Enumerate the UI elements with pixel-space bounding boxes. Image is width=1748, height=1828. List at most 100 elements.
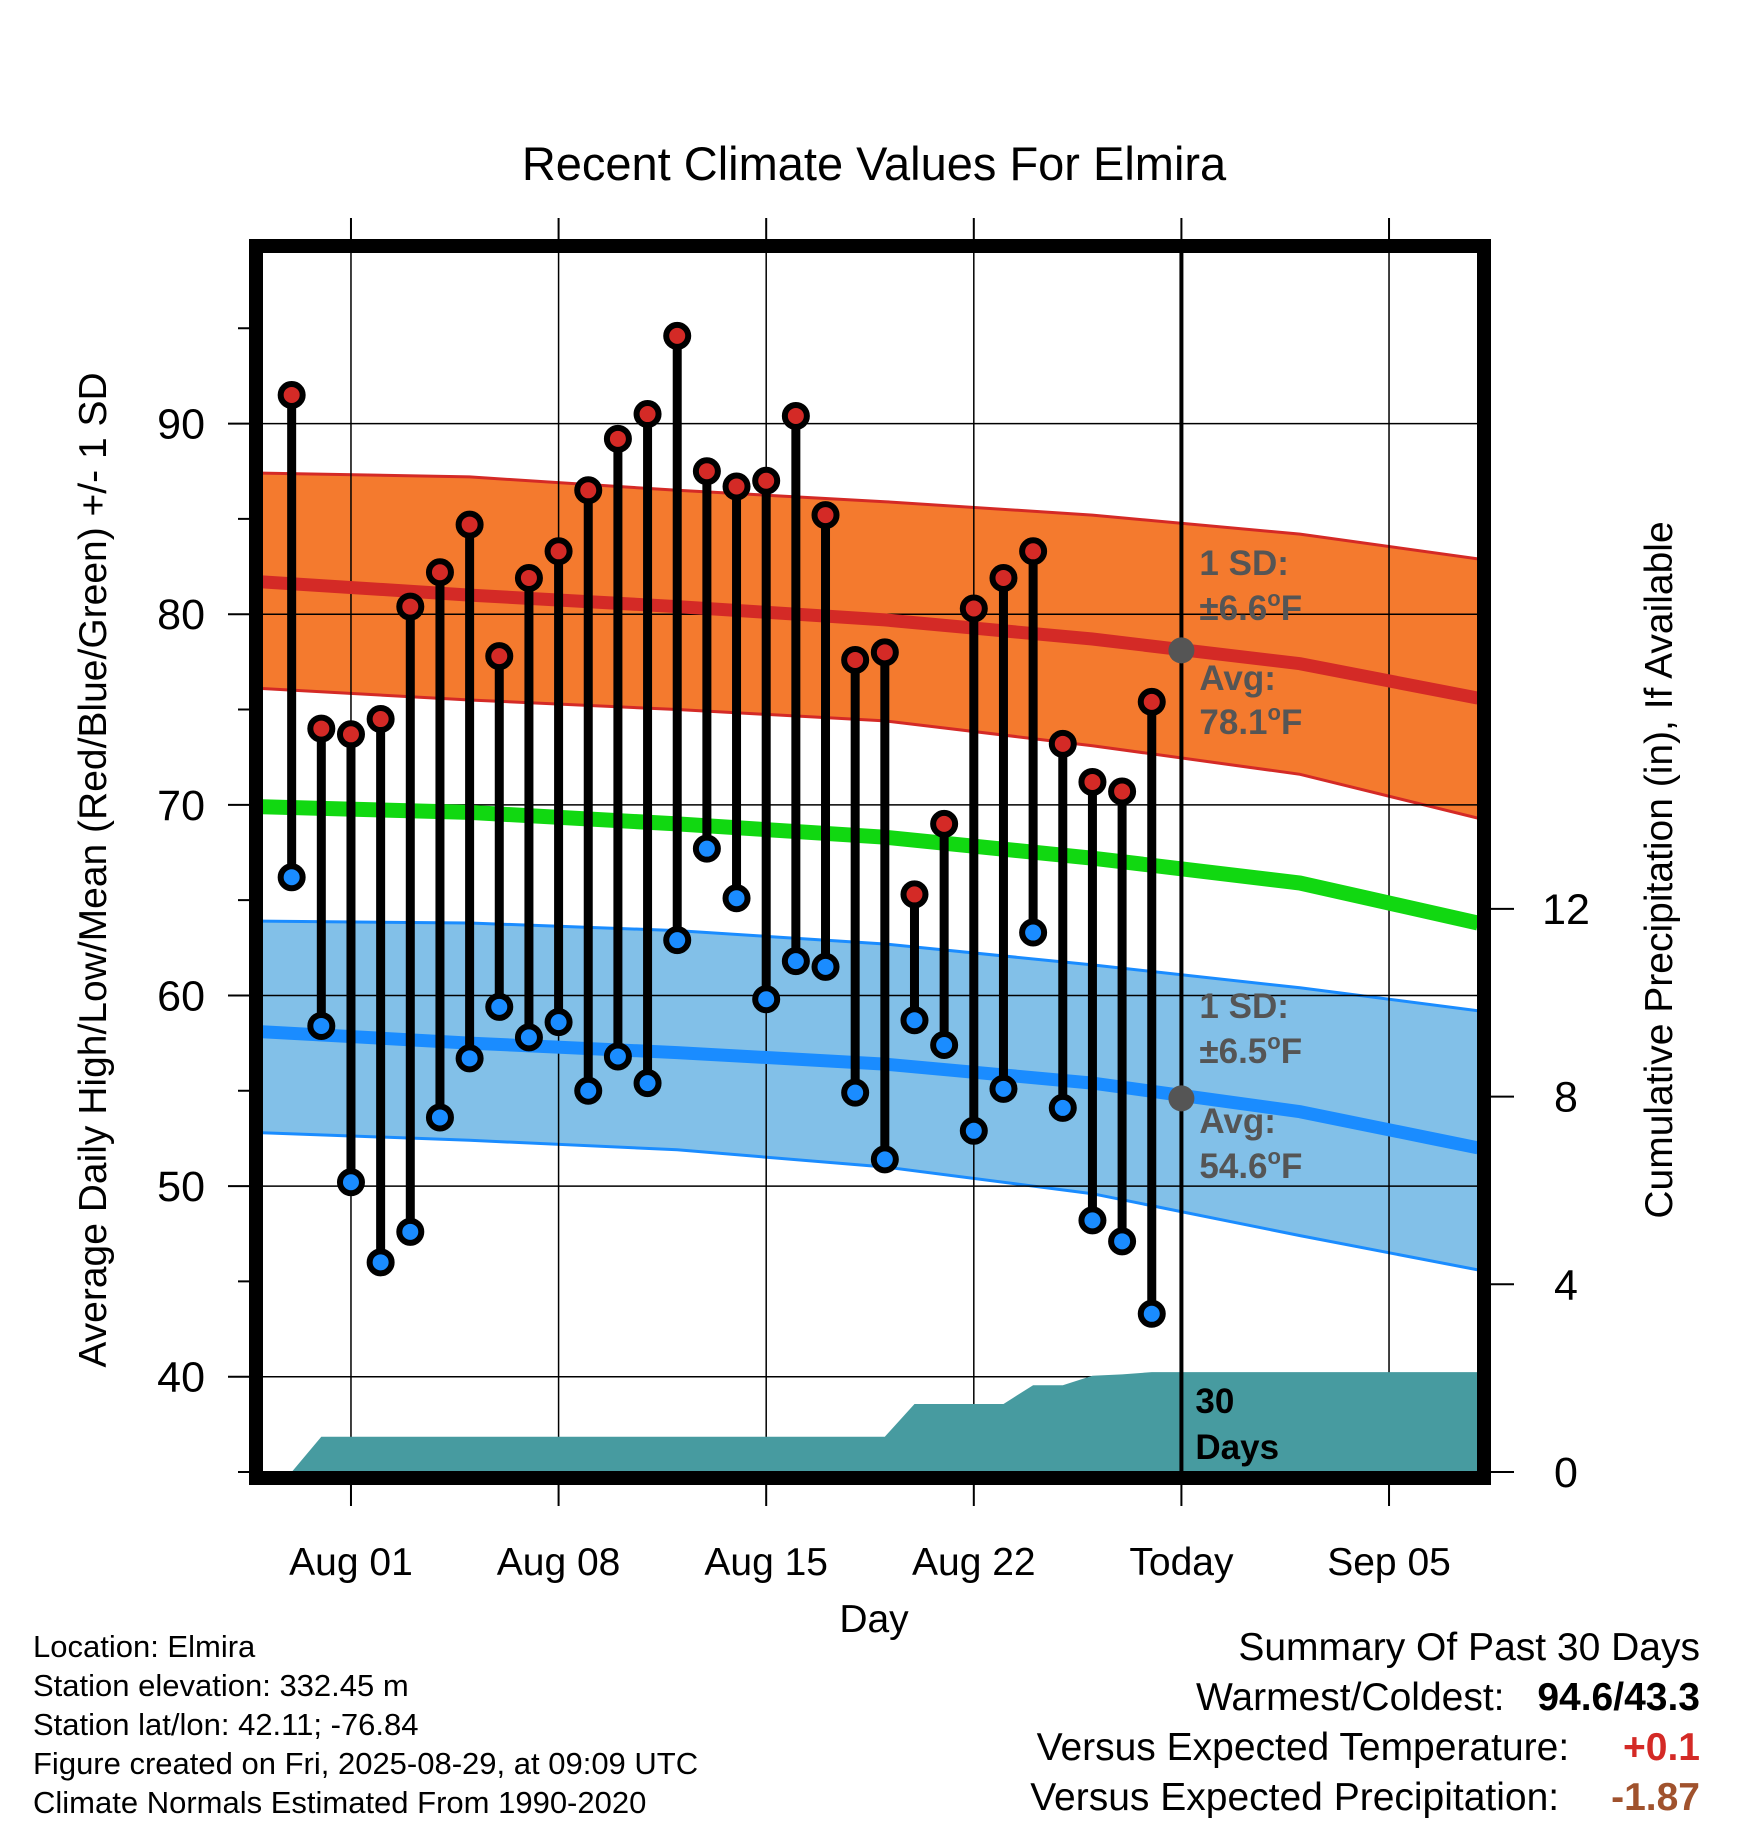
daily-high-point (870, 638, 899, 667)
y2-tick-label: 12 (1542, 886, 1590, 934)
daily-high-point (514, 563, 543, 592)
high-sd-label: 1 SD: (1199, 544, 1288, 583)
created-text: Figure created on Fri, 2025-08-29, at 09… (33, 1746, 699, 1781)
summary-panel: Summary Of Past 30 Days Warmest/Coldest:… (1030, 1623, 1700, 1823)
daily-low-point (603, 1042, 632, 1071)
daily-high-point (930, 809, 959, 838)
latlon-text: Station lat/lon: 42.11; -76.84 (33, 1707, 419, 1742)
daily-low-point (692, 834, 721, 863)
daily-high-point (455, 510, 484, 539)
daily-low-point (989, 1074, 1018, 1103)
y-tick-label: 50 (157, 1163, 205, 1211)
plot-frame (249, 239, 1491, 1485)
daily-high-point (841, 645, 870, 674)
daily-low-point (366, 1248, 395, 1277)
summary-precip-row: Versus Expected Precipitation: -1.87 (1030, 1773, 1700, 1823)
y-axis-label: Average Daily High/Low/Mean (Red/Blue/Gr… (72, 372, 115, 1367)
x-axis-label: Day (839, 1598, 909, 1641)
low-avg-value: 54.6oF (1199, 1144, 1302, 1186)
normals-text: Climate Normals Estimated From 1990-2020 (33, 1785, 647, 1820)
daily-high-point (425, 558, 454, 587)
daily-high-point (811, 501, 840, 530)
location-text: Location: Elmira (33, 1629, 256, 1664)
low-sd-value: ±6.5oF (1199, 1029, 1302, 1071)
daily-high-point (603, 424, 632, 453)
summary-warmest-row: Warmest/Coldest: 94.6/43.3 (1030, 1673, 1700, 1723)
daily-low-point (1019, 918, 1048, 947)
daily-low-point (544, 1008, 573, 1037)
daily-high-point (366, 705, 395, 734)
daily-high-point (1078, 767, 1107, 796)
warmest-label: Warmest/Coldest: (1196, 1676, 1505, 1719)
x-tick-label: Aug 01 (289, 1541, 413, 1584)
x-tick-label: Aug 08 (497, 1541, 621, 1584)
daily-low-point (455, 1044, 484, 1073)
low-avg-label: Avg: (1199, 1102, 1275, 1141)
high-sd-upper-edge (262, 471, 1478, 561)
low-sd-band (262, 921, 1478, 1270)
precipitation-area (291, 1372, 1478, 1472)
today-low-avg-dot (1168, 1085, 1195, 1112)
y2-tick-label: 8 (1554, 1074, 1578, 1122)
daily-low-point (722, 884, 751, 913)
daily-low-point (307, 1011, 336, 1040)
daily-high-point (1108, 777, 1137, 806)
daily-high-point (1137, 687, 1166, 716)
axes: 40 50 60 70 80 90 0 4 8 12 Aug 01 Aug 08 Aug 15 Aug 2… (157, 218, 1590, 1584)
daily-high-point (900, 880, 929, 909)
station-info: Location: Elmira Station elevation: 332.… (33, 1627, 698, 1822)
summary-title: Summary Of Past 30 Days (1238, 1626, 1700, 1669)
daily-high-point (781, 401, 810, 430)
daily-low-point (336, 1168, 365, 1197)
daily-low-point (485, 992, 514, 1021)
elevation-text: Station elevation: 332.45 m (33, 1668, 409, 1703)
x-tick-label: Today (1129, 1541, 1234, 1584)
daily-high-point (1019, 537, 1048, 566)
daily-low-point (811, 952, 840, 981)
high-avg-value: 78.1oF (1199, 700, 1302, 742)
daily-high-point (692, 457, 721, 486)
daily-high-point (989, 563, 1018, 592)
daily-low-point (900, 1006, 929, 1035)
daily-low-point (1108, 1227, 1137, 1256)
daily-low-point (959, 1116, 988, 1145)
precip-days-number: 30 (1195, 1382, 1234, 1421)
daily-high-point (307, 714, 336, 743)
daily-high-point (277, 380, 306, 409)
daily-low-point (514, 1023, 543, 1052)
daily-high-point (633, 400, 662, 429)
daily-high-point (396, 592, 425, 621)
daily-high-point (752, 466, 781, 495)
daily-high-point (722, 472, 751, 501)
daily-low-point (663, 926, 692, 955)
daily-high-point (544, 537, 573, 566)
daily-high-point (574, 476, 603, 505)
daily-high-point (485, 642, 514, 671)
y-tick-label: 40 (157, 1354, 205, 1402)
low-sd-label: 1 SD: (1199, 987, 1288, 1026)
daily-low-point (841, 1078, 870, 1107)
daily-high-point (1048, 729, 1077, 758)
daily-low-point (633, 1069, 662, 1098)
daily-high-point (959, 594, 988, 623)
daily-low-point (1078, 1206, 1107, 1235)
daily-low-point (930, 1031, 959, 1059)
y2-axis-label: Cumulative Precipitation (in), If Availa… (1638, 521, 1681, 1218)
daily-low-point (752, 985, 781, 1014)
summary-temp-row: Versus Expected Temperature: +0.1 (1030, 1723, 1700, 1773)
temp-value: +0.1 (1623, 1726, 1700, 1769)
y2-tick-label: 0 (1554, 1449, 1578, 1497)
high-avg-label: Avg: (1199, 659, 1275, 698)
warmest-value: 94.6/43.3 (1537, 1676, 1700, 1719)
daily-low-point (1048, 1093, 1077, 1122)
y-tick-label: 90 (157, 401, 205, 449)
daily-low-point (277, 863, 306, 892)
precip-label: Versus Expected Precipitation: (1030, 1776, 1560, 1819)
today-high-avg-dot (1168, 637, 1195, 664)
temp-label: Versus Expected Temperature: (1036, 1726, 1570, 1769)
y-tick-label: 60 (157, 972, 205, 1020)
x-tick-label: Aug 15 (704, 1541, 828, 1584)
daily-low-point (870, 1145, 899, 1174)
